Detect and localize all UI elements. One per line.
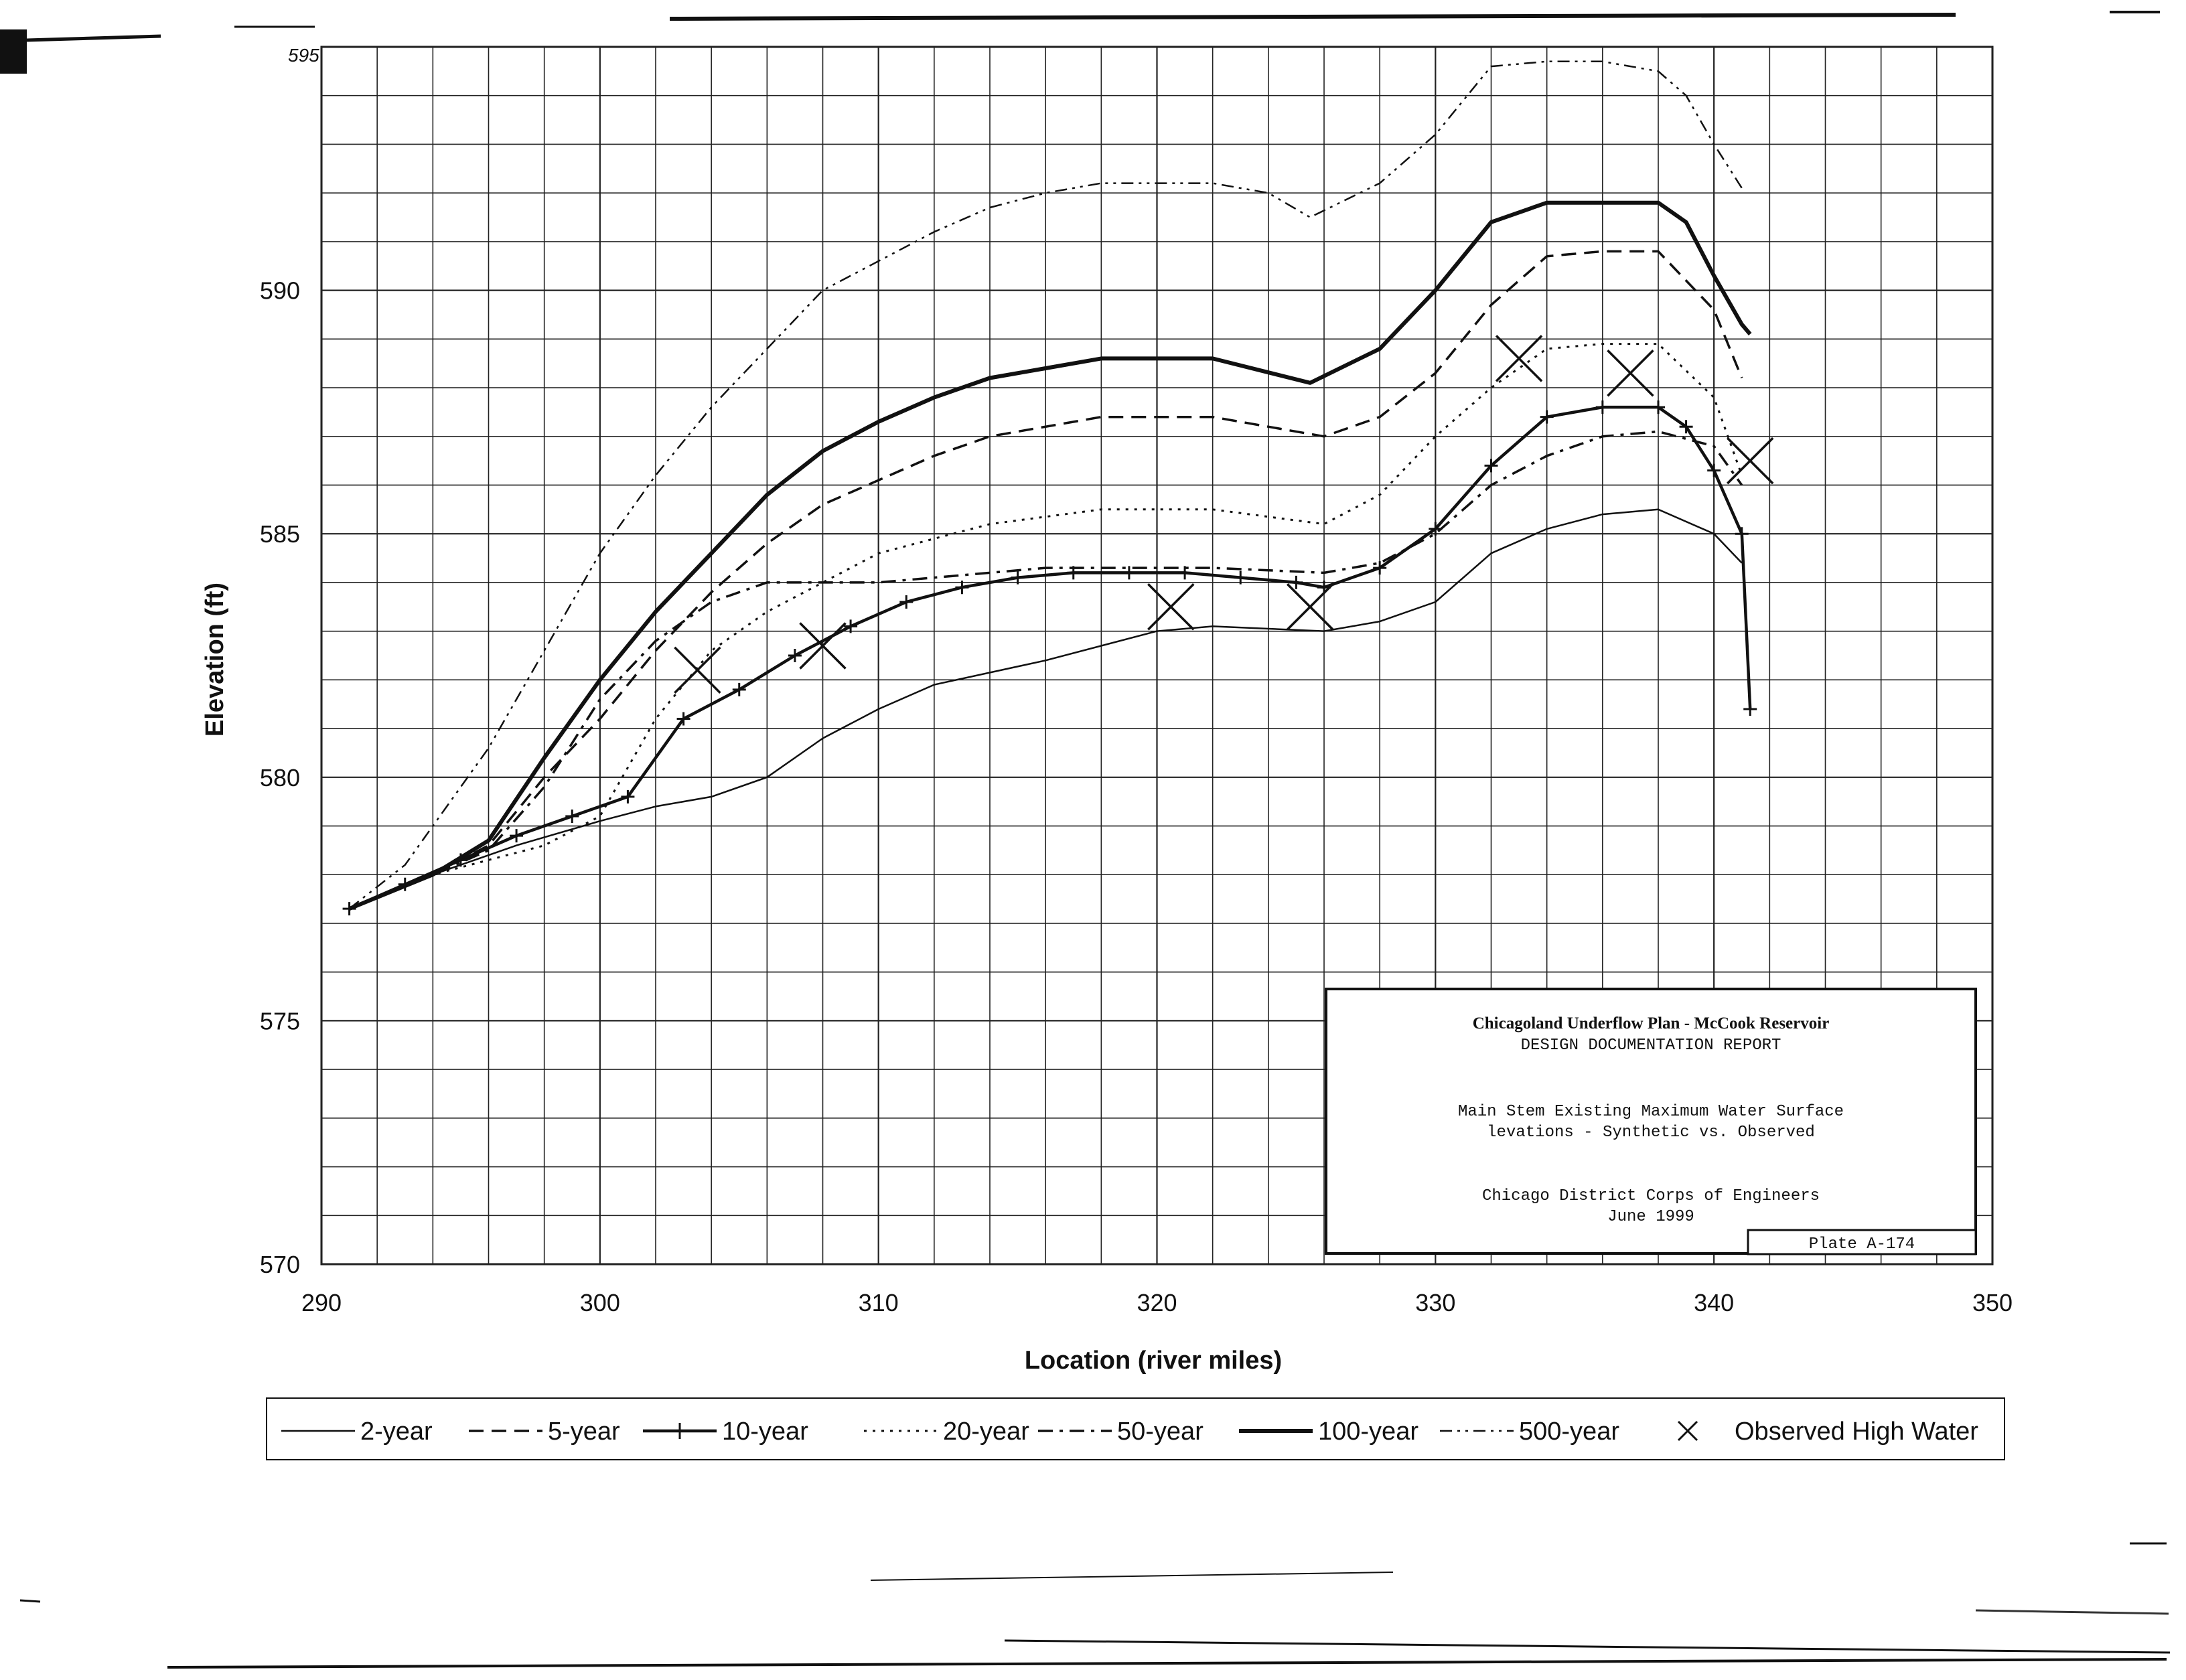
data-point-marker: [1178, 566, 1192, 580]
title-block-line6: June 1999: [1607, 1208, 1694, 1226]
legend-label: Observed High Water: [1735, 1418, 1978, 1446]
title-block-line1: Chicagoland Underflow Plan - McCook Rese…: [1473, 1014, 1830, 1033]
data-point-marker: [1540, 410, 1554, 424]
series-500-year: [348, 60, 1743, 910]
data-point-marker: [1735, 527, 1749, 541]
observed-high-water-marker: [1607, 349, 1654, 397]
series-100-year: [348, 200, 1752, 911]
legend-label: 10-year: [722, 1418, 808, 1446]
x-tick-label: 320: [1137, 1289, 1177, 1316]
data-point-marker: [844, 619, 858, 633]
series-5-year: [348, 250, 1743, 910]
x-axis-title: Location (river miles): [1025, 1347, 1282, 1375]
legend-item-2-year: 2-year: [281, 1418, 433, 1446]
observed-high-water-marker: [1286, 583, 1334, 631]
data-point-marker: [621, 789, 635, 804]
data-point-marker: [1373, 561, 1387, 575]
legend-label: 20-year: [943, 1418, 1029, 1446]
y-tick-label: 585: [260, 520, 300, 548]
series-20-year: [349, 343, 1743, 910]
legend-item-10-year: 10-year: [643, 1418, 808, 1446]
x-tick-label: 310: [859, 1289, 899, 1316]
data-point-marker: [1595, 400, 1609, 414]
legend-item-50-year: 50-year: [1038, 1418, 1204, 1446]
data-point-marker: [1652, 400, 1665, 414]
series-layer: [342, 60, 1774, 916]
data-point-marker: [955, 581, 969, 595]
y-tick-label: 570: [260, 1251, 300, 1278]
y-tick-label: 575: [260, 1007, 300, 1035]
axes: 290 300 310 320 330 340 350 570 575 580 585 590: [260, 277, 2013, 1316]
x-tick-label: 340: [1694, 1289, 1734, 1316]
legend-label: 5-year: [548, 1418, 620, 1446]
plate-box: [1747, 1229, 1977, 1255]
data-point-marker: [1743, 702, 1757, 716]
legend-item-20-year: 20-year: [864, 1418, 1029, 1446]
legend-swatch: [1677, 1420, 1698, 1442]
legend-label: 50-year: [1117, 1418, 1204, 1446]
legend-label: 2-year: [360, 1418, 433, 1446]
legend-item-500-year: 500-year: [1440, 1418, 1619, 1446]
series-line: [348, 430, 1743, 910]
data-point-marker: [1679, 420, 1693, 434]
data-point-marker: [1011, 570, 1025, 585]
legend-item-observed-high-water: Observed High Water: [1677, 1418, 1978, 1446]
legend-label: 100-year: [1318, 1418, 1418, 1446]
observed-high-water-marker: [1495, 335, 1543, 382]
title-block-line2: DESIGN DOCUMENTATION REPORT: [1521, 1037, 1781, 1055]
scan-artifacts: [0, 11, 2171, 1669]
series-2-year: [349, 508, 1743, 910]
data-point-marker: [676, 712, 690, 726]
legend-frame: [266, 1397, 2005, 1460]
x-tick-label: 330: [1415, 1289, 1455, 1316]
legend-label: 500-year: [1519, 1418, 1619, 1446]
x-tick-label: 300: [580, 1289, 620, 1316]
plate-label: Plate A-174: [1809, 1235, 1915, 1253]
series-line: [349, 508, 1743, 910]
x-tick-label: 350: [1972, 1289, 2013, 1316]
data-point-marker: [1289, 575, 1303, 589]
series-observed-high-water: [674, 335, 1774, 694]
title-block: Chicagoland Underflow Plan - McCook Rese…: [1325, 988, 1977, 1255]
series-line: [349, 343, 1743, 910]
data-point-marker: [1707, 463, 1721, 477]
data-point-marker: [1234, 570, 1248, 585]
series-line: [348, 200, 1752, 911]
title-block-line3: Main Stem Existing Maximum Water Surface: [1458, 1103, 1844, 1121]
observed-high-water-marker: [1147, 583, 1195, 631]
data-point-marker: [732, 682, 746, 696]
legend-item-5-year: 5-year: [469, 1418, 620, 1446]
top-tick-label: 595: [288, 45, 319, 66]
data-point-marker: [565, 809, 579, 823]
y-tick-label: 590: [260, 277, 300, 305]
data-point-marker: [899, 595, 914, 609]
data-point-marker: [510, 829, 524, 843]
series-line: [348, 250, 1743, 910]
series-line: [348, 60, 1743, 910]
data-point-marker: [788, 649, 802, 662]
y-axis-title: Elevation (ft): [201, 583, 229, 737]
data-point-marker: [1484, 459, 1498, 473]
observed-high-water-marker: [1726, 437, 1774, 485]
observed-high-water-marker: [799, 622, 847, 670]
data-point-marker: [1122, 566, 1136, 580]
y-tick-label: 580: [260, 764, 300, 791]
title-block-line5: Chicago District Corps of Engineers: [1482, 1187, 1820, 1205]
legend: 2-year 5-year 10-year 20-year 50-year 100-yea…: [266, 1397, 2005, 1460]
legend-item-100-year: 100-year: [1239, 1418, 1418, 1446]
series-50-year: [348, 430, 1743, 910]
observed-high-water-marker: [674, 646, 721, 694]
series-10-year: [342, 400, 1757, 916]
x-tick-label: 290: [301, 1289, 342, 1316]
title-block-line4: levations - Synthetic vs. Observed: [1487, 1124, 1815, 1142]
